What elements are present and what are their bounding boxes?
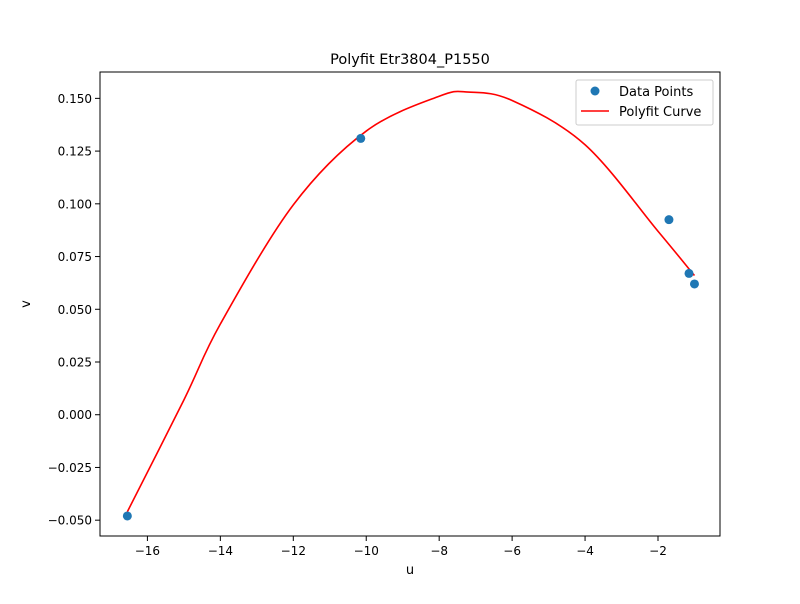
y-tick-label: 0.000 [58,408,92,422]
y-axis-label: v [19,300,34,308]
plot-frame [99,71,721,537]
data-point [684,268,694,278]
points-layer [122,133,699,521]
x-tick-label: −4 [576,544,594,558]
y-tick-label: 0.050 [58,303,92,317]
polyfit-curve-line [126,90,696,513]
y-tick-label: 0.025 [58,356,92,370]
data-point [122,511,132,521]
y-tick-label: −0.050 [48,514,92,528]
data-point [664,215,674,225]
x-axis-label: u [406,563,414,578]
data-point [689,279,699,289]
x-tick-label: −14 [208,544,233,558]
legend-label-data-points: Data Points [619,85,693,100]
x-tick-label: −10 [354,544,379,558]
x-tick-label: −8 [430,544,448,558]
y-tick-label: −0.025 [48,461,92,475]
x-tick-label: −2 [649,544,667,558]
curve-layer [126,90,696,513]
y-tick-label: 0.125 [58,145,92,159]
y-tick-label: 0.150 [58,92,92,106]
legend-label-polyfit-curve: Polyfit Curve [619,105,701,120]
chart-title: Polyfit Etr3804_P1550 [330,52,490,68]
x-tick-label: −16 [135,544,160,558]
legend: Data Points Polyfit Curve [575,79,714,126]
legend-box [575,79,714,126]
legend-marker-data-points [590,86,600,96]
x-tick-label: −12 [281,544,306,558]
x-tick-label: −6 [503,544,521,558]
y-tick-label: 0.075 [58,250,92,264]
ticks-layer: −16 −14 −12 −10 −8 −6 −4 −2 −0.050 −0.025 0.000 0.0… [48,92,667,558]
y-tick-label: 0.100 [58,197,92,211]
data-point [356,133,366,143]
